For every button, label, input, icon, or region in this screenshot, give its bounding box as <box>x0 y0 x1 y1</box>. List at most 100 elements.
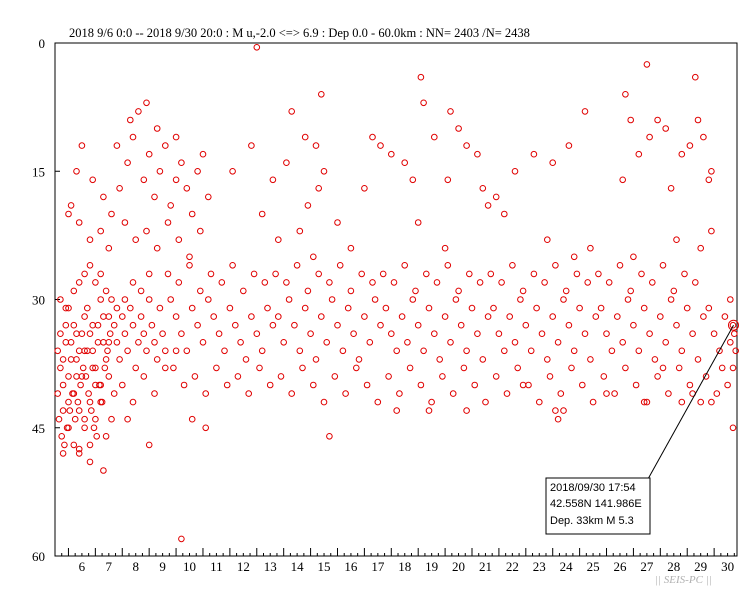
event-point <box>81 415 88 423</box>
event-point <box>568 364 575 372</box>
event-point <box>476 279 484 286</box>
y-tick-label: 30 <box>32 293 45 308</box>
event-point <box>301 133 309 141</box>
event-point <box>678 347 686 355</box>
event-point <box>705 176 713 184</box>
y-tick-label: 15 <box>32 164 45 179</box>
event-point <box>552 262 559 269</box>
event-point <box>175 236 183 243</box>
x-tick-label: 15 <box>318 559 331 574</box>
event-point <box>700 133 707 141</box>
event-point <box>689 330 696 338</box>
event-point <box>388 150 395 158</box>
event-point <box>651 356 659 363</box>
event-point <box>318 313 325 320</box>
event-point <box>293 262 301 269</box>
event-point <box>597 304 605 312</box>
event-point <box>89 321 96 329</box>
event-point <box>237 339 244 346</box>
event-point <box>398 313 406 320</box>
event-point <box>110 321 118 329</box>
event-point <box>75 347 83 355</box>
event-point <box>501 347 508 355</box>
event-point <box>75 219 83 226</box>
event-point <box>444 262 452 269</box>
event-point <box>81 313 88 320</box>
y-axis: 0 15 30 45 60 <box>32 36 60 564</box>
event-point <box>638 270 645 278</box>
event-point <box>59 381 67 389</box>
event-point <box>197 227 204 235</box>
event-point <box>121 296 129 303</box>
event-point <box>409 176 417 184</box>
event-point <box>560 407 567 414</box>
event-point <box>156 304 164 312</box>
event-point <box>605 279 613 286</box>
event-point <box>172 313 180 320</box>
event-point <box>89 176 96 184</box>
event-point <box>452 296 460 303</box>
event-point <box>694 116 702 124</box>
event-point <box>74 398 82 406</box>
event-point <box>183 185 191 192</box>
event-point <box>119 381 126 389</box>
event-point <box>70 287 78 295</box>
event-point <box>221 347 228 355</box>
event-point <box>363 381 371 389</box>
event-point <box>646 133 653 141</box>
event-point <box>377 321 384 329</box>
event-point <box>275 313 282 320</box>
event-point <box>61 441 68 449</box>
event-point <box>681 270 688 278</box>
event-point <box>307 330 314 338</box>
event-point <box>573 270 581 278</box>
event-point <box>140 176 148 184</box>
event-point <box>713 390 721 397</box>
event-point <box>57 364 64 372</box>
event-point <box>729 321 737 329</box>
event-point <box>277 373 285 380</box>
event-point <box>417 381 425 389</box>
event-point <box>145 441 153 449</box>
event-point <box>374 398 382 406</box>
x-tick-label: 8 <box>132 559 139 574</box>
event-point <box>692 279 699 286</box>
event-point <box>463 142 470 149</box>
event-point <box>178 159 185 166</box>
event-point <box>466 270 473 278</box>
event-point <box>310 253 317 261</box>
event-point <box>100 467 107 474</box>
event-point <box>630 321 637 329</box>
event-point <box>490 304 497 312</box>
event-point <box>546 373 554 380</box>
event-point <box>250 270 258 278</box>
event-point <box>334 321 341 329</box>
event-point <box>296 227 304 235</box>
latest-event-annotation: 2018/09/30 17:54 42.558N 141.986E Dep. 3… <box>545 324 734 535</box>
event-point <box>145 270 153 278</box>
event-point <box>73 330 80 338</box>
event-point <box>296 347 304 355</box>
event-point <box>312 142 320 149</box>
event-point <box>113 142 121 149</box>
event-point <box>479 356 487 363</box>
event-point <box>178 535 185 543</box>
event-point <box>86 441 94 449</box>
event-point <box>253 44 261 51</box>
event-point <box>657 313 664 320</box>
event-point <box>369 279 376 286</box>
event-point <box>229 262 236 269</box>
event-point <box>517 296 524 303</box>
event-point <box>159 330 166 338</box>
event-point <box>455 125 462 132</box>
event-point <box>643 61 651 68</box>
event-point <box>353 364 360 372</box>
event-point <box>436 356 444 363</box>
event-point <box>116 356 123 363</box>
event-point <box>102 287 110 295</box>
event-point <box>716 347 723 355</box>
event-point <box>205 193 212 201</box>
event-point <box>137 313 145 320</box>
x-tick-label: 25 <box>587 559 600 574</box>
event-point <box>62 339 70 346</box>
